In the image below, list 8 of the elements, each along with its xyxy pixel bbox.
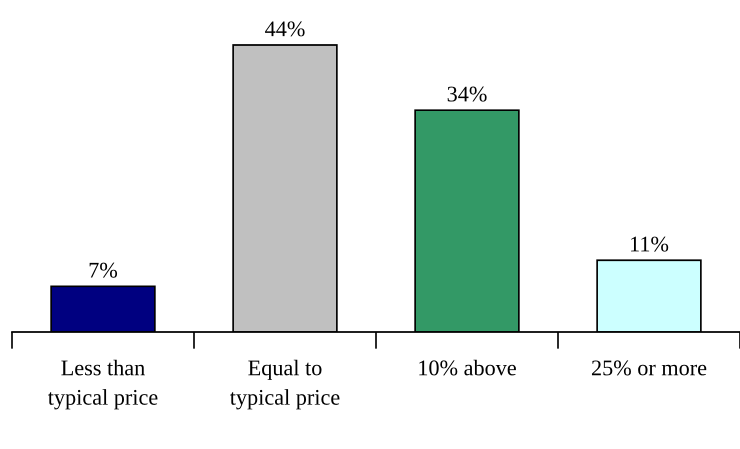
x-tick-label: Equal to typical price xyxy=(230,360,340,410)
data-label: 11% xyxy=(631,236,668,252)
data-label: 34% xyxy=(448,86,487,102)
x-tick-label: 10% above xyxy=(419,360,516,376)
x-tick-label: 25% or more xyxy=(592,360,706,376)
data-label: 7% xyxy=(90,262,118,278)
x-tick-label: Less than typical price xyxy=(48,360,158,410)
data-label: 44% xyxy=(265,21,305,36)
